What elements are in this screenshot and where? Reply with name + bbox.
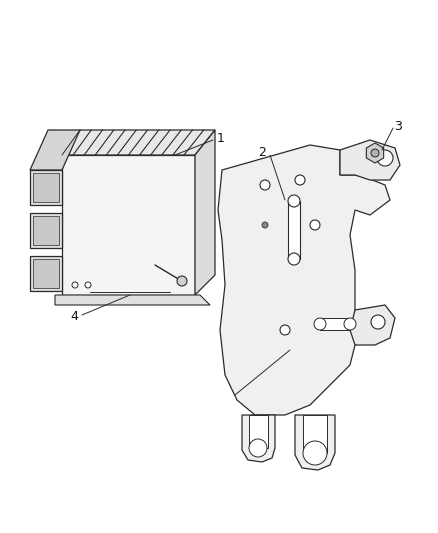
Circle shape [370, 315, 384, 329]
Text: 2: 2 [258, 147, 265, 159]
Circle shape [287, 195, 299, 207]
Polygon shape [218, 145, 389, 415]
Polygon shape [365, 143, 383, 163]
Circle shape [85, 282, 91, 288]
Text: 3: 3 [393, 119, 401, 133]
Polygon shape [241, 415, 274, 462]
Polygon shape [30, 256, 62, 291]
Polygon shape [33, 259, 59, 288]
Polygon shape [287, 201, 299, 259]
Circle shape [313, 318, 325, 330]
Polygon shape [33, 173, 59, 202]
Polygon shape [62, 130, 215, 155]
Circle shape [259, 180, 269, 190]
Circle shape [376, 150, 392, 166]
Circle shape [248, 439, 266, 457]
Polygon shape [30, 130, 80, 170]
Circle shape [302, 441, 326, 465]
Polygon shape [62, 155, 194, 295]
Circle shape [370, 149, 378, 157]
Polygon shape [33, 216, 59, 245]
Polygon shape [294, 415, 334, 470]
Circle shape [279, 325, 290, 335]
Polygon shape [55, 295, 209, 305]
Polygon shape [30, 170, 62, 205]
Circle shape [261, 222, 267, 228]
Circle shape [177, 276, 187, 286]
Text: 4: 4 [70, 311, 78, 324]
Polygon shape [349, 305, 394, 345]
Polygon shape [248, 415, 267, 448]
Polygon shape [194, 130, 215, 295]
Circle shape [287, 253, 299, 265]
Polygon shape [30, 213, 62, 248]
Circle shape [309, 220, 319, 230]
Polygon shape [319, 318, 349, 330]
Polygon shape [339, 140, 399, 180]
Polygon shape [302, 415, 326, 453]
Circle shape [294, 175, 304, 185]
Circle shape [343, 318, 355, 330]
Circle shape [72, 282, 78, 288]
Text: 1: 1 [216, 132, 224, 144]
